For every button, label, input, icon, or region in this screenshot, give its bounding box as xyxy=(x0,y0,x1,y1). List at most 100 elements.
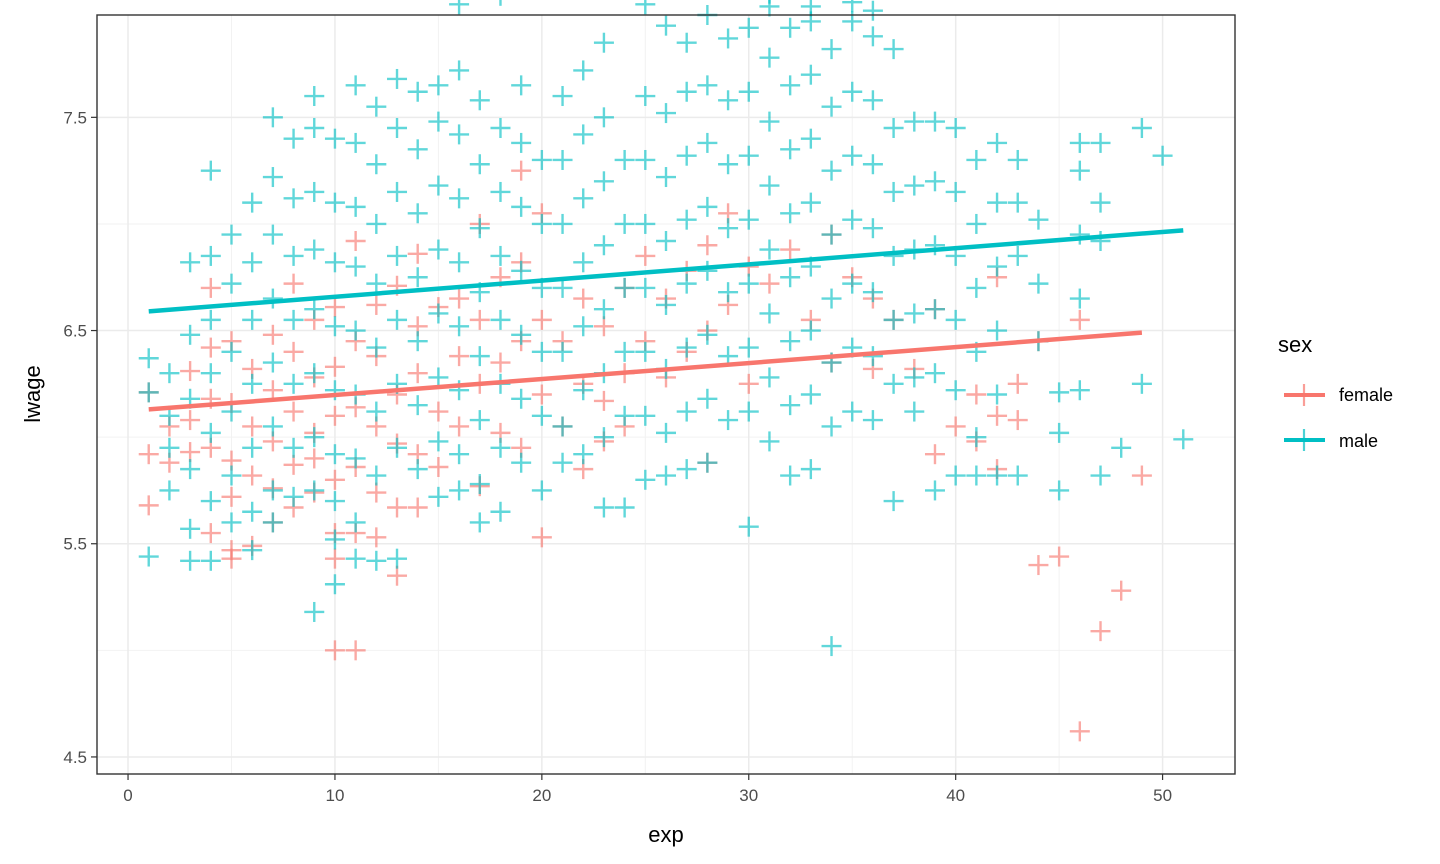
scatter-point-male xyxy=(262,167,283,188)
scatter-point-male xyxy=(924,363,945,384)
scatter-point-male xyxy=(718,28,739,49)
scatter-point-male xyxy=(428,303,449,324)
y-tick-label: 4.5 xyxy=(63,748,87,767)
scatter-point-male xyxy=(573,444,594,465)
scatter-point-male xyxy=(1090,132,1111,153)
scatter-point-female xyxy=(345,230,366,251)
scatter-point-male xyxy=(593,497,614,518)
scatter-point-male xyxy=(656,103,676,124)
scatter-point-male xyxy=(780,203,801,224)
scatter-point-male xyxy=(656,422,676,443)
scatter-point-male xyxy=(759,47,780,68)
scatter-point-male xyxy=(511,132,532,153)
scatter-point-male xyxy=(242,309,263,330)
scatter-point-female xyxy=(449,346,470,367)
scatter-point-male xyxy=(469,154,490,175)
scatter-point-female xyxy=(324,640,345,661)
scatter-point-female xyxy=(1049,546,1070,567)
scatter-point-male xyxy=(449,444,470,465)
scatter-point-male xyxy=(800,320,821,341)
scatter-point-male xyxy=(966,149,987,170)
scatter-point-male xyxy=(324,316,345,337)
scatter-point-female xyxy=(966,384,987,405)
x-axis: 0 10 20 30 40 50 xyxy=(123,774,1172,805)
scatter-point-male xyxy=(904,367,925,388)
scatter-point-male xyxy=(614,149,635,170)
scatter-point-female xyxy=(428,456,449,477)
legend: sex female male xyxy=(1278,332,1393,451)
scatter-point-male xyxy=(366,96,387,117)
scatter-point-male xyxy=(656,167,676,188)
x-tick-label: 10 xyxy=(325,786,344,805)
scatter-point-male xyxy=(573,60,594,81)
scatter-point-male xyxy=(345,548,366,569)
scatter-point-male xyxy=(324,529,345,550)
scatter-point-male xyxy=(635,86,656,107)
scatter-point-female xyxy=(200,277,221,298)
scatter-point-male xyxy=(593,32,614,53)
scatter-point-male xyxy=(552,341,573,362)
scatter-point-male xyxy=(1049,480,1070,501)
scatter-point-male xyxy=(242,540,263,561)
scatter-point-female xyxy=(1028,555,1049,576)
scatter-point-male xyxy=(345,132,366,153)
scatter-point-male xyxy=(1007,245,1028,266)
x-tick-label: 40 xyxy=(946,786,965,805)
scatter-point-female xyxy=(221,486,242,507)
scatter-point-female xyxy=(924,444,945,465)
scatter-point-male xyxy=(428,111,449,132)
scatter-point-male xyxy=(697,260,718,281)
scatter-point-male xyxy=(945,117,966,138)
scatter-point-male xyxy=(387,68,408,89)
scatter-point-male xyxy=(283,128,304,149)
scatter-point-male xyxy=(573,188,594,209)
scatter-point-male xyxy=(593,427,614,448)
scatter-point-male xyxy=(593,107,614,128)
scatter-point-female xyxy=(428,401,449,422)
scatter-point-male xyxy=(924,111,945,132)
scatter-point-female xyxy=(987,405,1008,426)
scatter-point-male xyxy=(345,320,366,341)
scatter-point-male xyxy=(511,75,532,96)
scatter-point-male xyxy=(780,75,801,96)
scatter-point-male xyxy=(511,196,532,217)
scatter-point-male xyxy=(800,64,821,85)
scatter-point-female xyxy=(262,380,283,401)
scatter-point-male xyxy=(924,299,945,320)
scatter-point-male xyxy=(407,395,428,416)
scatter-point-male xyxy=(449,0,470,15)
scatter-point-male xyxy=(449,188,470,209)
scatter-point-male xyxy=(283,245,304,266)
scatter-point-male xyxy=(407,267,428,288)
scatter-point-male xyxy=(1090,192,1111,213)
scatter-point-male xyxy=(324,128,345,149)
scatter-point-female xyxy=(138,495,159,516)
scatter-point-male xyxy=(759,431,780,452)
scatter-point-male xyxy=(552,416,573,437)
scatter-point-male xyxy=(862,282,883,303)
scatter-point-male xyxy=(883,117,904,138)
scatter-point-male xyxy=(138,546,159,567)
y-axis: 4.5 5.5 6.5 7.5 xyxy=(63,108,97,767)
scatter-point-female xyxy=(283,401,304,422)
scatter-point-male xyxy=(180,252,201,273)
scatter-point-male xyxy=(656,465,676,486)
scatter-point-male xyxy=(200,491,221,512)
scatter-point-female xyxy=(324,405,345,426)
scatter-point-male xyxy=(862,154,883,175)
scatter-point-male xyxy=(428,175,449,196)
y-axis-title: lwage xyxy=(20,365,45,422)
scatter-point-male xyxy=(697,75,718,96)
y-tick-label: 7.5 xyxy=(63,108,87,127)
scatter-point-male xyxy=(200,160,221,181)
scatter-point-male xyxy=(987,132,1008,153)
y-tick-label: 5.5 xyxy=(63,535,87,554)
scatter-point-female xyxy=(366,294,387,315)
scatter-point-male xyxy=(490,309,511,330)
scatter-point-male xyxy=(262,107,283,128)
scatter-point-male xyxy=(366,465,387,486)
scatter-point-male xyxy=(759,0,780,17)
scatter-point-male xyxy=(428,75,449,96)
scatter-point-male xyxy=(304,299,325,320)
scatter-point-male xyxy=(821,288,842,309)
